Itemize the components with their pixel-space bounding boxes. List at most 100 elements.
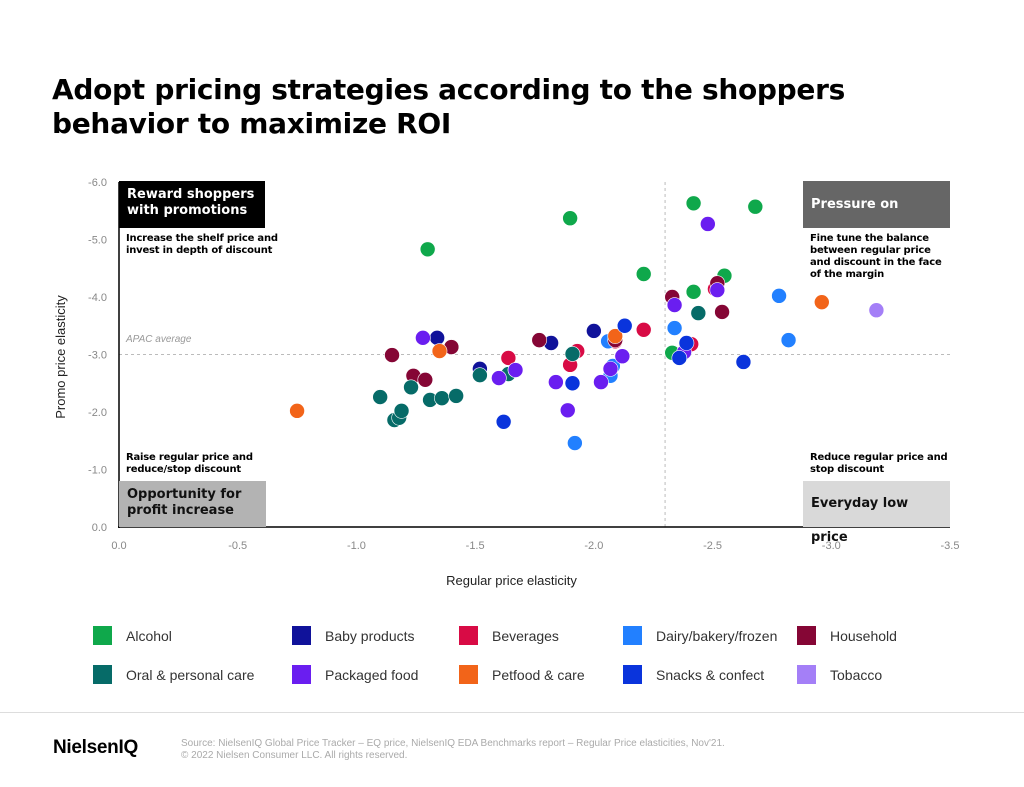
quadrant-top-right-label: Pressure on profit — [803, 181, 950, 247]
legend-swatch — [797, 626, 816, 645]
data-point-snacks-confect-1 — [564, 375, 581, 392]
y-tick-label: -6.0 — [88, 177, 107, 189]
data-point-oral-personal-care-4 — [403, 379, 419, 396]
legend-label: Household — [830, 627, 897, 644]
legend-swatch — [623, 626, 642, 645]
data-point-household-4 — [531, 332, 548, 348]
data-point-packaged-food-2 — [507, 362, 524, 378]
legend-swatch — [93, 665, 112, 684]
y-tick-label: -3.0 — [88, 350, 107, 362]
data-point-packaged-food-5 — [593, 374, 609, 390]
data-point-snacks-confect-4 — [678, 335, 695, 351]
data-point-alcohol-1 — [562, 210, 578, 227]
data-point-alcohol-2 — [635, 266, 652, 282]
legend-item-packaged-food: Packaged food — [292, 665, 418, 684]
footer-divider — [0, 712, 1024, 713]
legend-label: Beverages — [492, 627, 559, 644]
legend-swatch — [292, 626, 311, 645]
legend-item-tobacco: Tobacco — [797, 665, 882, 684]
data-point-oral-personal-care-11 — [690, 305, 707, 321]
data-point-dairy-bakery-frozen-0 — [771, 288, 787, 304]
data-point-beverages-0 — [500, 350, 517, 366]
data-point-oral-personal-care-0 — [372, 389, 388, 405]
y-tick-label: -5.0 — [88, 235, 107, 247]
y-tick-label: -1.0 — [88, 465, 107, 477]
data-point-packaged-food-0 — [415, 330, 431, 346]
quadrant-bottom-left-label: Opportunity for profit increase — [119, 481, 266, 527]
legend-label: Snacks & confect — [656, 666, 765, 683]
data-point-oral-personal-care-3 — [393, 403, 410, 419]
data-point-alcohol-0 — [419, 241, 436, 258]
data-point-snacks-confect-5 — [735, 354, 752, 370]
data-point-alcohol-3 — [685, 195, 702, 212]
quadrant-bottom-right-label: Everyday low price — [803, 481, 950, 545]
x-axis-label: Regular price elasticity — [446, 573, 577, 588]
data-point-petfood-care-3 — [813, 294, 830, 310]
legend-item-oral-personal-care: Oral & personal care — [93, 665, 254, 684]
legend-item-household: Household — [797, 626, 897, 645]
x-tick-label: -0.5 — [228, 540, 247, 552]
quadrant-bottom-right-description: Reduce regular price and stop discount — [810, 452, 948, 475]
legend-item-dairy-bakery-frozen: Dairy/bakery/frozen — [623, 626, 777, 645]
data-point-packaged-food-9 — [700, 216, 716, 232]
data-point-snacks-confect-2 — [616, 317, 633, 334]
legend-swatch — [93, 626, 112, 645]
data-point-household-2 — [417, 371, 434, 388]
legend-item-baby-products: Baby products — [292, 626, 415, 645]
legend-swatch — [459, 665, 478, 684]
data-point-tobacco-0 — [868, 302, 885, 319]
data-point-beverages-1 — [635, 321, 652, 338]
y-tick-label: -2.0 — [88, 407, 107, 419]
x-tick-label: -3.5 — [941, 540, 960, 552]
source-text: Source: NielsenIQ Global Price Tracker –… — [181, 738, 725, 749]
data-point-dairy-bakery-frozen-1 — [780, 332, 797, 348]
data-point-packaged-food-8 — [666, 297, 683, 313]
data-point-petfood-care-2 — [607, 328, 624, 344]
data-point-alcohol-6 — [685, 284, 702, 300]
x-tick-label: -2.5 — [703, 540, 722, 552]
y-axis-label: Promo price elasticity — [53, 295, 68, 419]
data-point-dairy-bakery-frozen-2 — [666, 320, 683, 336]
data-point-petfood-care-1 — [431, 343, 448, 359]
data-point-packaged-food-7 — [614, 348, 631, 365]
copyright-text: © 2022 Nielsen Consumer LLC. All rights … — [181, 750, 408, 761]
data-point-baby-products-0 — [429, 330, 445, 346]
x-tick-label: -2.0 — [584, 540, 603, 552]
data-point-packaged-food-10 — [709, 282, 726, 298]
apac-average-label: APAC average — [126, 334, 192, 345]
data-point-oral-personal-care-6 — [434, 390, 450, 407]
data-point-petfood-care-0 — [289, 403, 305, 419]
data-point-packaged-food-3 — [548, 374, 564, 390]
data-point-snacks-confect-0 — [495, 413, 512, 430]
source-note: Source: NielsenIQ Global Price Tracker –… — [181, 738, 725, 762]
quadrant-top-left-description: Increase the shelf price and invest in d… — [126, 233, 278, 256]
data-point-alcohol-4 — [747, 198, 764, 215]
data-point-dairy-bakery-frozen-3 — [567, 435, 583, 451]
y-tick-label: -4.0 — [88, 292, 107, 304]
x-tick-label: -3.0 — [822, 540, 841, 552]
quadrant-top-right-description: Fine tune the balance between regular pr… — [810, 233, 942, 280]
nielseniq-logo: NielsenIQ — [53, 737, 138, 758]
legend-swatch — [292, 665, 311, 684]
legend-label: Alcohol — [126, 627, 172, 644]
data-point-packaged-food-1 — [491, 370, 507, 386]
x-tick-label: -1.5 — [466, 540, 485, 552]
data-point-household-7 — [714, 304, 730, 320]
data-point-baby-products-2 — [586, 323, 602, 339]
scatter-chart: 0.0 -0.5 -1.0 -1.5 -2.0 -2.5 -3.0 -3.5 0.0 -1.0 -2… — [53, 177, 960, 588]
data-point-packaged-food-6 — [602, 361, 619, 377]
data-point-oral-personal-care-8 — [472, 367, 488, 384]
quadrant-top-left-label: Reward shoppers with promotions — [119, 181, 265, 228]
legend-label: Baby products — [325, 627, 415, 644]
y-tick-label: 0.0 — [92, 522, 107, 534]
data-point-household-0 — [384, 347, 400, 363]
legend-label: Packaged food — [325, 666, 419, 683]
data-point-oral-personal-care-7 — [448, 388, 464, 404]
legend-label: Tobacco — [830, 666, 883, 683]
legend-item-petfood-care: Petfood & care — [459, 665, 585, 684]
legend-item-snacks-confect: Snacks & confect — [623, 665, 764, 684]
x-tick-label: -1.0 — [347, 540, 366, 552]
legend-item-alcohol: Alcohol — [93, 626, 172, 645]
data-point-packaged-food-4 — [559, 402, 576, 419]
legend-label: Dairy/bakery/frozen — [656, 627, 778, 644]
